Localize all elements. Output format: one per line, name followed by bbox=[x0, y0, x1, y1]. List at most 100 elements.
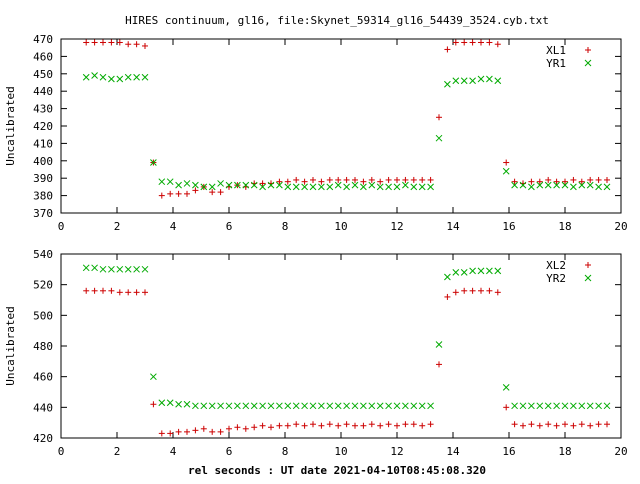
panel-1-xl1-point-37 bbox=[394, 176, 400, 183]
panel-2-yr2-point-49-d2 bbox=[494, 267, 502, 275]
panel-2-yr2-point-53-d2 bbox=[528, 402, 535, 410]
panel-1-yr1-point-22-d2 bbox=[267, 181, 275, 189]
panel-2-yr2-point-5-d2 bbox=[124, 265, 132, 273]
panel-2-yr2-point-11-d2 bbox=[175, 400, 182, 408]
panel-1-xl1-point-62 bbox=[604, 176, 610, 183]
panel-2-yr2-point-58-d2 bbox=[570, 402, 577, 410]
panel-1-yr1-point-49 bbox=[494, 77, 502, 85]
chart-panels: 0 2 4 6 8 10 12 14 16 18 2037038039040041042043044… bbox=[4, 33, 628, 458]
panel-2-xl2-point-26 bbox=[301, 422, 308, 429]
panel-1-ytick-label-0: 370 bbox=[33, 207, 53, 220]
panel-2-xl2-point-39 bbox=[410, 421, 417, 428]
panel-2-yr2-point-10-d2 bbox=[166, 399, 174, 407]
panel-1-yr1-point-62 bbox=[603, 183, 611, 191]
panel-1-xl1-point-39 bbox=[410, 176, 417, 183]
panel-1-yr1-point-12-d2 bbox=[183, 180, 191, 187]
panel-2-yr2-point-31 bbox=[343, 402, 350, 410]
panel-1-yr1-point-17 bbox=[225, 181, 233, 189]
panel-2-yr2-point-2 bbox=[99, 265, 107, 273]
panel-1-yr1-point-16 bbox=[217, 180, 224, 187]
panel-1-xl1-point-41 bbox=[427, 176, 434, 183]
panel-1-yr1-point-22 bbox=[267, 181, 275, 189]
panel-1-yr1-point-53 bbox=[528, 183, 535, 191]
panel-1-yr1-point-24 bbox=[284, 183, 292, 191]
panel-1-xl1-point-15 bbox=[209, 189, 216, 196]
panel-2-yr2-point-17 bbox=[225, 402, 233, 410]
panel-1-xl1-point-24 bbox=[284, 178, 291, 185]
panel-2-yr2-point-0-d2 bbox=[82, 264, 90, 272]
panel-2-xl2-point-38 bbox=[402, 421, 409, 428]
panel-2-yr2-point-34 bbox=[368, 402, 376, 410]
panel-1-xl1-point-38 bbox=[402, 176, 409, 183]
panel-2-yr2-point-1-d2 bbox=[91, 264, 98, 272]
panel-2-xl2-point-28 bbox=[318, 422, 325, 429]
panel-1-yr1-point-33-d2 bbox=[360, 183, 367, 191]
panel-2-xl2-point-2 bbox=[100, 287, 106, 294]
panel-2-yr2-point-38-d2 bbox=[402, 402, 409, 410]
panel-2-yr2-point-16-d2 bbox=[217, 402, 224, 410]
panel-1-xtick-label-0: 0 bbox=[58, 220, 65, 233]
panel-2-xl2-point-55 bbox=[545, 421, 552, 428]
panel-2-yr2-point-23-d2 bbox=[276, 402, 283, 410]
panel-2-xtick-label-1: 2 bbox=[114, 445, 121, 458]
panel-2-yr2-point-21-d2 bbox=[259, 402, 266, 410]
panel-2-xtick-label-0: 0 bbox=[58, 445, 65, 458]
panel-1-y-axis-label: Uncalibrated bbox=[4, 86, 17, 165]
panel-1-yr1-point-9 bbox=[158, 178, 166, 186]
panel-1-yr1-point-28-d2 bbox=[318, 183, 325, 191]
panel-2-yr2-point-46-d2 bbox=[469, 267, 476, 275]
panel-2-yr2-point-19-d2 bbox=[242, 402, 250, 410]
panel-2-xl2-point-49 bbox=[494, 289, 501, 296]
panel-2-xl2-point-34 bbox=[368, 421, 375, 428]
panel-2-yr2-point-39 bbox=[410, 402, 418, 410]
panel-1-xl1-point-54 bbox=[536, 178, 543, 185]
panel-1-yr1-point-23-d2 bbox=[276, 181, 283, 189]
panel-1-xl1-point-2 bbox=[100, 39, 106, 46]
panel-1-yr1-point-48 bbox=[486, 75, 493, 83]
panel-1-xtick-label-2: 4 bbox=[170, 220, 177, 233]
panel-1-yr1-point-25 bbox=[292, 183, 300, 191]
panel-2-yr2-point-44-d2 bbox=[452, 269, 460, 276]
panel-2-yr2-point-59-d2 bbox=[578, 402, 586, 410]
panel-2-xl2-point-50 bbox=[503, 404, 510, 411]
panel-1-xl1-point-42 bbox=[436, 114, 442, 121]
panel-1-legend-label-yr1: YR1 bbox=[546, 57, 566, 70]
panel-1-yr1-point-47-d2 bbox=[477, 75, 485, 83]
panel-2-yr2-point-61 bbox=[595, 402, 602, 410]
panel-2-yr2-point-32-d2 bbox=[351, 402, 359, 410]
panel-1-yr1-point-24-d2 bbox=[284, 183, 292, 191]
panel-2-yr2-point-3-d2 bbox=[108, 265, 115, 273]
panel-2-yr2-point-62 bbox=[603, 402, 611, 410]
panel-1-yr1-point-12 bbox=[183, 180, 191, 187]
panel-2-yr2-point-30-d2 bbox=[334, 402, 342, 410]
x-axis-label: rel seconds : UT date 2021-04-10T08:45:0… bbox=[188, 464, 486, 477]
panel-1-xtick-label-4: 8 bbox=[282, 220, 289, 233]
panel-2-xl2-point-6 bbox=[133, 289, 140, 296]
panel-2-xl2-point-42 bbox=[436, 361, 442, 368]
panel-1-yr1-point-23 bbox=[276, 181, 283, 189]
panel-2-ytick-label-1: 440 bbox=[33, 401, 53, 414]
panel-1-ytick-label-8: 450 bbox=[33, 68, 53, 81]
panel-2-legend-label-xl2: XL2 bbox=[546, 259, 566, 272]
panel-2-yr2-point-18 bbox=[234, 402, 241, 410]
panel-2-yr2-point-49 bbox=[494, 267, 502, 275]
panel-1-yr1-point-61-d2 bbox=[595, 183, 602, 191]
panel-1-yr1-point-35-d2 bbox=[376, 183, 384, 191]
panel-1-yr1-point-19 bbox=[242, 181, 250, 189]
panel-1-xl1-point-29 bbox=[326, 176, 333, 183]
panel-2-yr2-point-62-d2 bbox=[603, 402, 611, 410]
panel-2-yr2-point-12 bbox=[183, 400, 191, 408]
panel-1-yr1-point-37-d2 bbox=[393, 183, 401, 191]
panel-2-xtick-label-5: 10 bbox=[334, 445, 347, 458]
panel-1-yr1-point-1 bbox=[91, 72, 98, 79]
panel-1-xl1-point-35 bbox=[377, 178, 384, 185]
panel-1-yr1-point-54-d2 bbox=[536, 181, 544, 189]
panel-2-yr2-point-43 bbox=[444, 273, 451, 281]
panel-1-xl1-point-32 bbox=[352, 176, 358, 183]
panel-1-yr1-point-48-d2 bbox=[486, 75, 493, 83]
panel-2-yr2-point-39-d2 bbox=[410, 402, 418, 410]
panel-1-yr1-point-33 bbox=[360, 183, 367, 191]
panel-2-yr2-point-9 bbox=[158, 399, 166, 407]
panel-1-yr1-point-27 bbox=[309, 183, 317, 191]
panel-2-yr2-point-27 bbox=[309, 402, 317, 410]
